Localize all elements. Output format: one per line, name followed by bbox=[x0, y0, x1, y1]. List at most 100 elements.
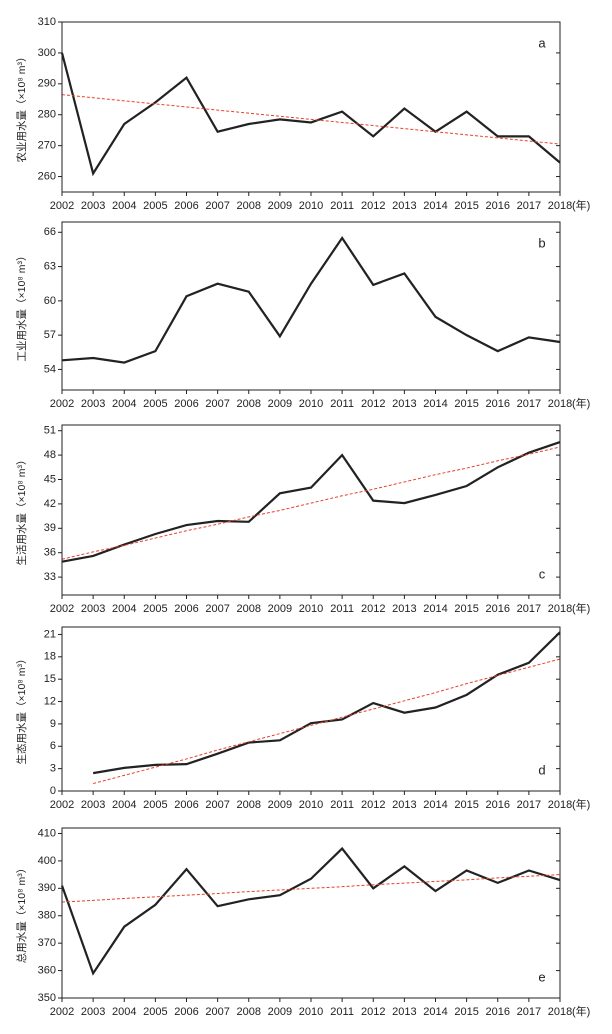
panel: 350 360 370 380 390 400 410 2002 2003 2004 2005 200… bbox=[15, 827, 591, 1018]
x-tick-label: 2004 bbox=[112, 799, 136, 811]
x-tick-label: 2018 bbox=[548, 799, 572, 811]
plot-frame bbox=[61, 424, 561, 596]
x-tick-label: 2008 bbox=[237, 1006, 261, 1018]
x-tick-label: 2005 bbox=[143, 398, 167, 410]
panel: 54 57 60 63 66 2002 2003 2004 2005 2006 2007 2008 20… bbox=[16, 221, 590, 410]
x-tick-label: 2014 bbox=[423, 799, 447, 811]
x-tick-label: 2013 bbox=[392, 398, 416, 410]
data-line bbox=[60, 846, 561, 976]
x-tick-label: 2005 bbox=[143, 603, 167, 615]
y-tick-label: 280 bbox=[38, 109, 56, 121]
x-tick-label: 2016 bbox=[486, 1006, 510, 1018]
y-tick-label: 260 bbox=[38, 170, 56, 182]
x-tick-label: 2015 bbox=[454, 398, 478, 410]
panel-label: a bbox=[538, 35, 546, 50]
x-tick-label: 2012 bbox=[361, 200, 385, 212]
data-line bbox=[92, 631, 561, 775]
x-tick-label: 2003 bbox=[81, 1006, 105, 1018]
y-tick-label: 36 bbox=[44, 547, 56, 559]
panel: 33 36 39 42 45 48 51 2002 2003 2004 2005 2006 2007 20… bbox=[15, 424, 590, 615]
plot-frame bbox=[61, 21, 561, 193]
y-tick-label: 370 bbox=[38, 937, 56, 949]
panel-label: e bbox=[538, 969, 545, 984]
x-tick-label: 2013 bbox=[392, 200, 416, 212]
x-axis-unit: (年) bbox=[572, 601, 590, 615]
x-tick-label: 2002 bbox=[50, 200, 74, 212]
y-tick-label: 0 bbox=[50, 785, 56, 797]
x-tick-label: 2011 bbox=[330, 398, 354, 410]
x-tick-label: 2016 bbox=[486, 398, 510, 410]
x-tick-label: 2007 bbox=[205, 398, 229, 410]
x-tick-label: 2017 bbox=[517, 603, 541, 615]
y-tick-label: 33 bbox=[44, 571, 56, 583]
x-tick-label: 2008 bbox=[237, 200, 261, 212]
x-tick-label: 2004 bbox=[112, 398, 136, 410]
y-axis-label: 生态用水量（×10⁸ m³） bbox=[15, 654, 28, 765]
data-line bbox=[61, 441, 561, 563]
x-tick-label: 2008 bbox=[237, 603, 261, 615]
x-tick-label: 2007 bbox=[205, 1006, 229, 1018]
y-tick-label: 57 bbox=[44, 329, 56, 341]
x-tick-label: 2016 bbox=[486, 603, 510, 615]
x-tick-label: 2007 bbox=[205, 200, 229, 212]
x-tick-label: 2012 bbox=[361, 603, 385, 615]
x-tick-label: 2017 bbox=[517, 799, 541, 811]
y-tick-label: 3 bbox=[50, 763, 56, 775]
x-tick-label: 2018 bbox=[548, 398, 572, 410]
x-tick-label: 2011 bbox=[330, 1006, 354, 1018]
x-tick-label: 2012 bbox=[361, 1006, 385, 1018]
x-tick-label: 2007 bbox=[205, 603, 229, 615]
x-tick-label: 2003 bbox=[81, 200, 105, 212]
x-tick-label: 2018 bbox=[548, 200, 572, 212]
x-axis-unit: (年) bbox=[572, 797, 590, 811]
y-tick-label: 270 bbox=[38, 140, 56, 152]
trend-line bbox=[93, 658, 561, 785]
y-tick-label: 300 bbox=[38, 47, 56, 59]
panel: 260 270 280 290 300 310 2002 2003 2004 2005 2006 20… bbox=[15, 16, 591, 212]
y-axis-label: 农业用水量（×10⁸ m³） bbox=[15, 52, 28, 163]
x-axis-unit: (年) bbox=[572, 396, 590, 410]
y-tick-label: 42 bbox=[44, 498, 56, 510]
x-tick-label: 2016 bbox=[486, 799, 510, 811]
x-tick-label: 2010 bbox=[299, 398, 323, 410]
y-tick-label: 400 bbox=[38, 855, 56, 867]
y-tick-label: 18 bbox=[44, 651, 56, 663]
y-tick-label: 39 bbox=[44, 522, 56, 534]
panel-label: d bbox=[538, 762, 545, 777]
x-tick-label: 2014 bbox=[423, 1006, 447, 1018]
x-tick-label: 2004 bbox=[112, 603, 136, 615]
panel: 0 3 6 9 12 15 18 21 2002 2003 2004 2005 2006 2007 2008… bbox=[15, 626, 590, 811]
x-tick-label: 2002 bbox=[50, 603, 74, 615]
x-tick-label: 2014 bbox=[423, 398, 447, 410]
data-line bbox=[61, 236, 561, 364]
x-tick-label: 2013 bbox=[392, 603, 416, 615]
x-tick-label: 2003 bbox=[81, 398, 105, 410]
x-tick-label: 2015 bbox=[454, 603, 478, 615]
data-line bbox=[60, 52, 561, 177]
y-tick-label: 63 bbox=[44, 260, 56, 272]
x-tick-label: 2009 bbox=[268, 603, 292, 615]
x-tick-label: 2011 bbox=[330, 200, 354, 212]
y-tick-label: 350 bbox=[38, 992, 56, 1004]
x-tick-label: 2017 bbox=[517, 1006, 541, 1018]
y-tick-label: 54 bbox=[44, 363, 56, 375]
x-tick-label: 2008 bbox=[237, 799, 261, 811]
x-tick-label: 2007 bbox=[205, 799, 229, 811]
x-tick-label: 2006 bbox=[174, 1006, 198, 1018]
y-axis-label: 工业用水量（×10⁸ m³） bbox=[16, 251, 28, 362]
x-tick-label: 2018 bbox=[548, 603, 572, 615]
y-tick-label: 60 bbox=[44, 295, 56, 307]
trend-line bbox=[61, 874, 561, 903]
x-axis-unit: (年) bbox=[572, 1004, 590, 1018]
plot-frame bbox=[61, 626, 561, 792]
y-tick-label: 45 bbox=[44, 473, 56, 485]
y-tick-label: 410 bbox=[38, 827, 56, 839]
x-tick-label: 2005 bbox=[143, 1006, 167, 1018]
y-tick-label: 12 bbox=[44, 695, 56, 707]
y-tick-label: 310 bbox=[38, 16, 56, 28]
x-tick-label: 2009 bbox=[268, 200, 292, 212]
x-tick-label: 2013 bbox=[392, 799, 416, 811]
x-tick-label: 2018 bbox=[548, 1006, 572, 1018]
y-tick-label: 390 bbox=[38, 882, 56, 894]
